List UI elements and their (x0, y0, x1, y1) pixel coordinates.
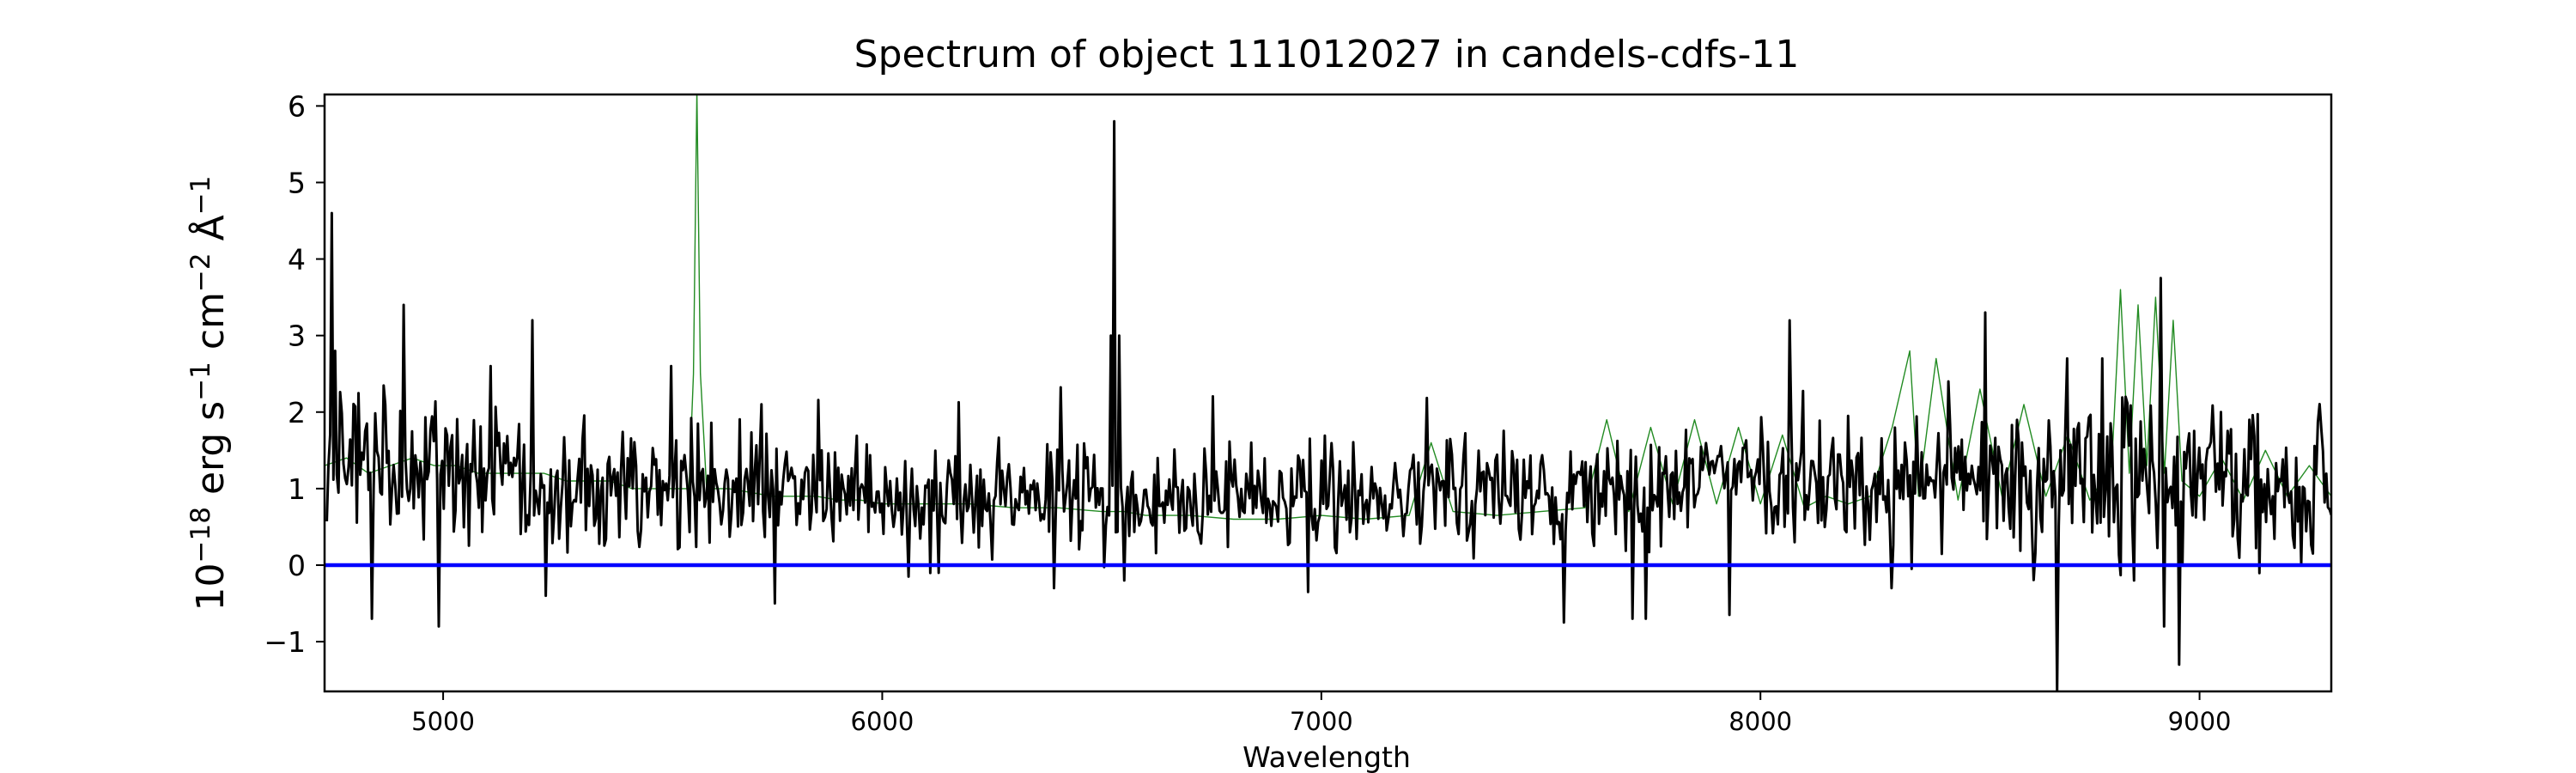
y-label-exp1: −18 (185, 507, 216, 563)
series-layer (325, 94, 2331, 691)
chart-title: Spectrum of object 111012027 in candels-… (854, 33, 1800, 76)
y-tick-label: −1 (264, 625, 306, 659)
x-tick-label: 7000 (1290, 707, 1353, 736)
y-label-exp3: −2 (185, 253, 216, 292)
y-tick-label: 4 (288, 243, 306, 277)
y-axis-label: 10−18 erg s−1 cm−2 Å−1 (185, 176, 233, 612)
observed-spectrum-line (325, 119, 2331, 691)
y-tick-label: 0 (288, 549, 306, 582)
y-tick-label: 3 (288, 320, 306, 353)
y-axis: −1 0 1 2 3 4 5 6 (264, 89, 325, 659)
y-label-erg: erg s (189, 401, 233, 507)
plot-area (323, 93, 2333, 693)
x-tick-label: 8000 (1728, 707, 1792, 736)
x-tick-label: 6000 (851, 707, 914, 736)
x-axis: 5000 6000 7000 8000 9000 (411, 691, 2231, 736)
x-tick-label: 5000 (411, 707, 475, 736)
y-tick-label: 5 (288, 166, 306, 199)
y-label-exp2: −1 (185, 362, 216, 401)
x-tick-label: 9000 (2168, 707, 2232, 736)
y-label-cm: cm (189, 292, 233, 362)
y-label-exp4: −1 (185, 176, 216, 216)
y-label-base: 10 (189, 563, 233, 611)
x-axis-label: Wavelength (1242, 740, 1411, 773)
plot-frame (323, 93, 2333, 693)
y-tick-label: 1 (288, 472, 306, 506)
y-label-ang: Å (187, 215, 233, 253)
y-tick-label: 2 (288, 396, 306, 429)
y-tick-label: 6 (288, 89, 306, 123)
